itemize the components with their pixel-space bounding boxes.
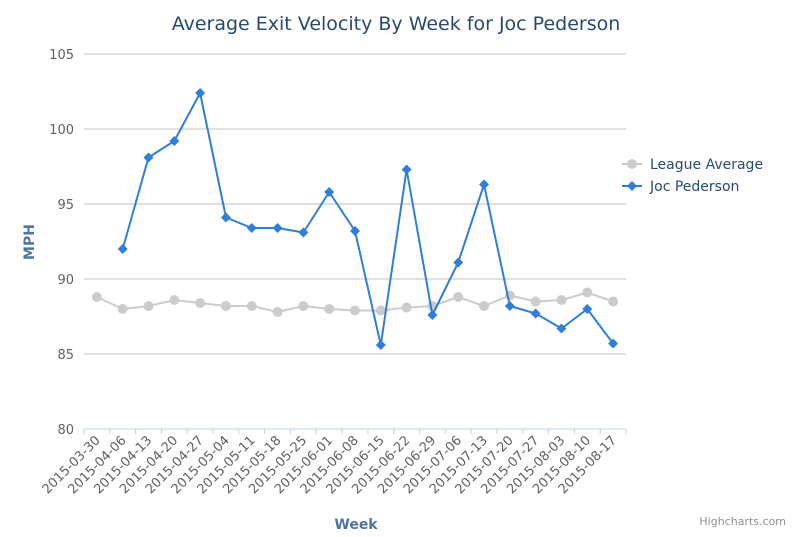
data-point[interactable] [117,244,128,254]
y-tick-label: 80 [57,423,74,438]
data-point[interactable] [556,295,567,305]
data-point[interactable] [220,301,231,311]
legend-item[interactable]: League Average [622,157,763,173]
data-point[interactable] [272,223,283,233]
data-point[interactable] [608,296,619,307]
data-point[interactable] [246,223,257,233]
data-point[interactable] [324,304,335,314]
series-line[interactable] [121,92,614,346]
data-point[interactable] [195,88,206,98]
data-point[interactable] [324,187,335,197]
data-point[interactable] [479,179,490,190]
data-point[interactable] [169,136,180,146]
data-point[interactable] [530,296,541,307]
legend-item[interactable]: Joc Pederson [622,179,739,195]
data-point[interactable] [504,301,515,311]
data-point[interactable] [91,292,102,302]
y-tick-label: 95 [57,198,74,213]
grid [84,53,626,430]
data-point[interactable] [608,338,619,349]
y-axis-ticks: 80 85 90 95 100 105 [49,48,74,438]
x-axis-title: Week [334,517,378,533]
data-point[interactable] [582,287,593,298]
series-joc-pederson[interactable] [117,88,619,350]
data-point[interactable] [169,295,180,305]
y-tick-label: 85 [57,348,74,363]
data-point[interactable] [195,298,206,308]
data-point[interactable] [272,307,283,317]
data-point[interactable] [375,340,386,350]
y-axis-title: MPH [22,224,38,260]
data-point[interactable] [453,257,464,268]
data-point[interactable] [143,152,154,163]
data-point[interactable] [479,301,490,311]
data-point[interactable] [143,301,154,311]
y-tick-label: 100 [49,123,74,138]
data-point[interactable] [582,304,593,314]
y-tick-label: 90 [57,273,74,288]
legend-label[interactable]: Joc Pederson [649,179,739,195]
data-point[interactable] [530,308,541,319]
data-point[interactable] [298,227,309,238]
data-point[interactable] [350,305,360,316]
data-point[interactable] [350,226,360,236]
series [91,88,619,350]
credits-label[interactable]: Highcharts.com [699,515,786,528]
data-point[interactable] [298,301,309,311]
chart-title: Average Exit Velocity By Week for Joc Pe… [172,13,621,35]
data-point[interactable] [401,164,412,175]
data-point[interactable] [453,292,464,302]
data-point[interactable] [117,304,128,314]
data-point[interactable] [427,310,438,320]
x-axis-ticks: 2015-03-302015-04-062015-04-132015-04-20… [40,429,627,497]
data-point[interactable] [220,212,231,223]
data-point[interactable] [556,323,567,334]
legend-marker [627,181,637,191]
series-league-average[interactable] [91,287,619,318]
legend-marker [627,159,637,169]
data-point[interactable] [401,302,412,313]
legend[interactable]: League Average Joc Pederson [622,157,763,195]
legend-label[interactable]: League Average [650,157,763,173]
y-tick-label: 105 [49,48,74,63]
data-point[interactable] [375,305,386,316]
data-point[interactable] [246,301,257,311]
